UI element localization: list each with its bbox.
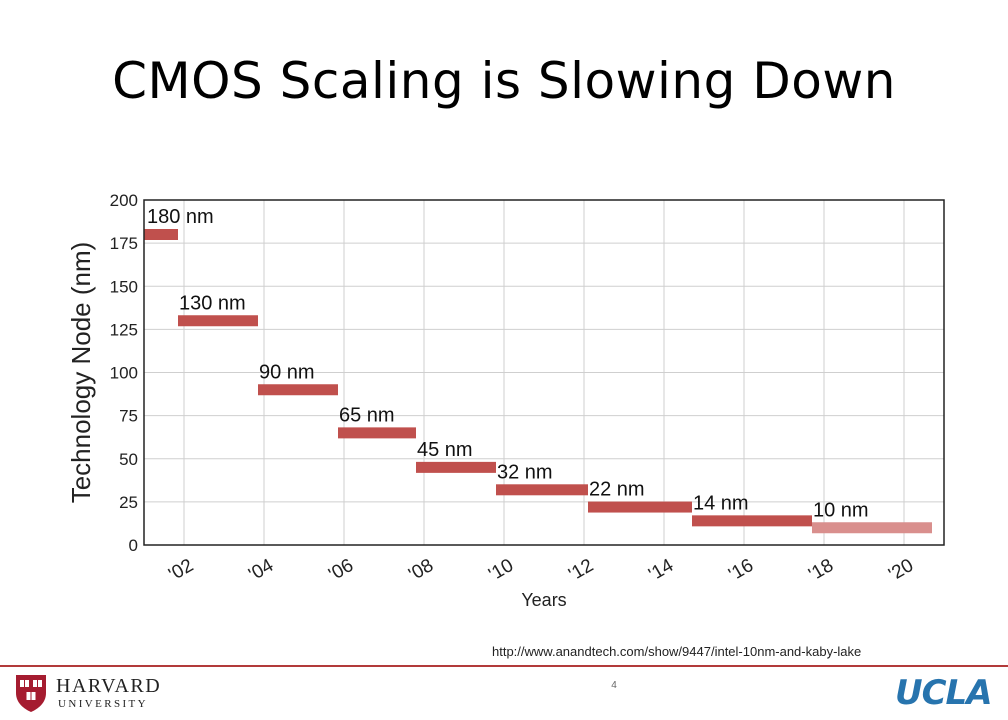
source-url[interactable]: http://www.anandtech.com/show/9447/intel… (492, 644, 862, 659)
y-tick-label: 175 (110, 234, 138, 253)
y-axis-title: Technology Node (nm) (66, 242, 96, 504)
y-tick-label: 200 (110, 191, 138, 210)
node-bar (144, 229, 178, 240)
node-bar (338, 427, 416, 439)
y-tick-label: 75 (119, 407, 138, 426)
y-tick-label: 100 (110, 364, 138, 383)
x-tick-label: '16 (725, 555, 757, 586)
x-tick-label: '04 (245, 555, 277, 586)
slide-title: CMOS Scaling is Slowing Down (112, 52, 896, 110)
node-label: 10 nm (813, 499, 869, 521)
x-axis-title: Years (521, 590, 566, 610)
node-label: 180 nm (147, 206, 214, 228)
y-tick-label: 125 (110, 320, 138, 339)
node-scaling-chart: 180 nm 130 nm 90 nm 65 nm 45 nm 32 nm 22 nm 14 … (66, 191, 945, 610)
x-tick-label: '06 (325, 555, 357, 586)
x-tick-label: '14 (645, 555, 677, 586)
node-label: 130 nm (179, 292, 246, 314)
node-label: 65 nm (339, 404, 395, 426)
node-bar (692, 515, 812, 527)
x-tick-label: '10 (485, 555, 517, 586)
node-bar (588, 501, 692, 513)
footer-divider (0, 665, 1008, 667)
node-label: 22 nm (589, 479, 645, 501)
x-tick-label: '12 (565, 555, 597, 586)
plot-frame (143, 199, 945, 546)
y-tick-label: 150 (110, 277, 138, 296)
harvard-name: HARVARD (56, 675, 162, 697)
harvard-shield-icon (16, 675, 46, 712)
node-label: 32 nm (497, 461, 553, 483)
node-label: 14 nm (693, 492, 749, 514)
node-label: 90 nm (259, 361, 315, 383)
harvard-subtitle: UNIVERSITY (58, 698, 148, 710)
page-number: 4 (611, 680, 617, 691)
node-bar (812, 522, 932, 534)
x-tick-label: '08 (405, 555, 437, 586)
x-tick-label: '18 (805, 555, 837, 586)
x-tick-label: '20 (885, 555, 917, 586)
y-tick-label: 50 (119, 450, 138, 469)
node-bar (496, 484, 588, 496)
harvard-logo: HARVARD UNIVERSITY (14, 673, 161, 713)
node-label: 45 nm (417, 439, 473, 461)
y-tick-label: 25 (119, 493, 138, 512)
ucla-logo: UCLA (895, 673, 993, 713)
node-bar (178, 315, 258, 327)
y-tick-label: 0 (129, 536, 138, 555)
x-tick-label: '02 (165, 555, 197, 586)
node-bar (416, 461, 496, 473)
node-bar (258, 384, 338, 396)
